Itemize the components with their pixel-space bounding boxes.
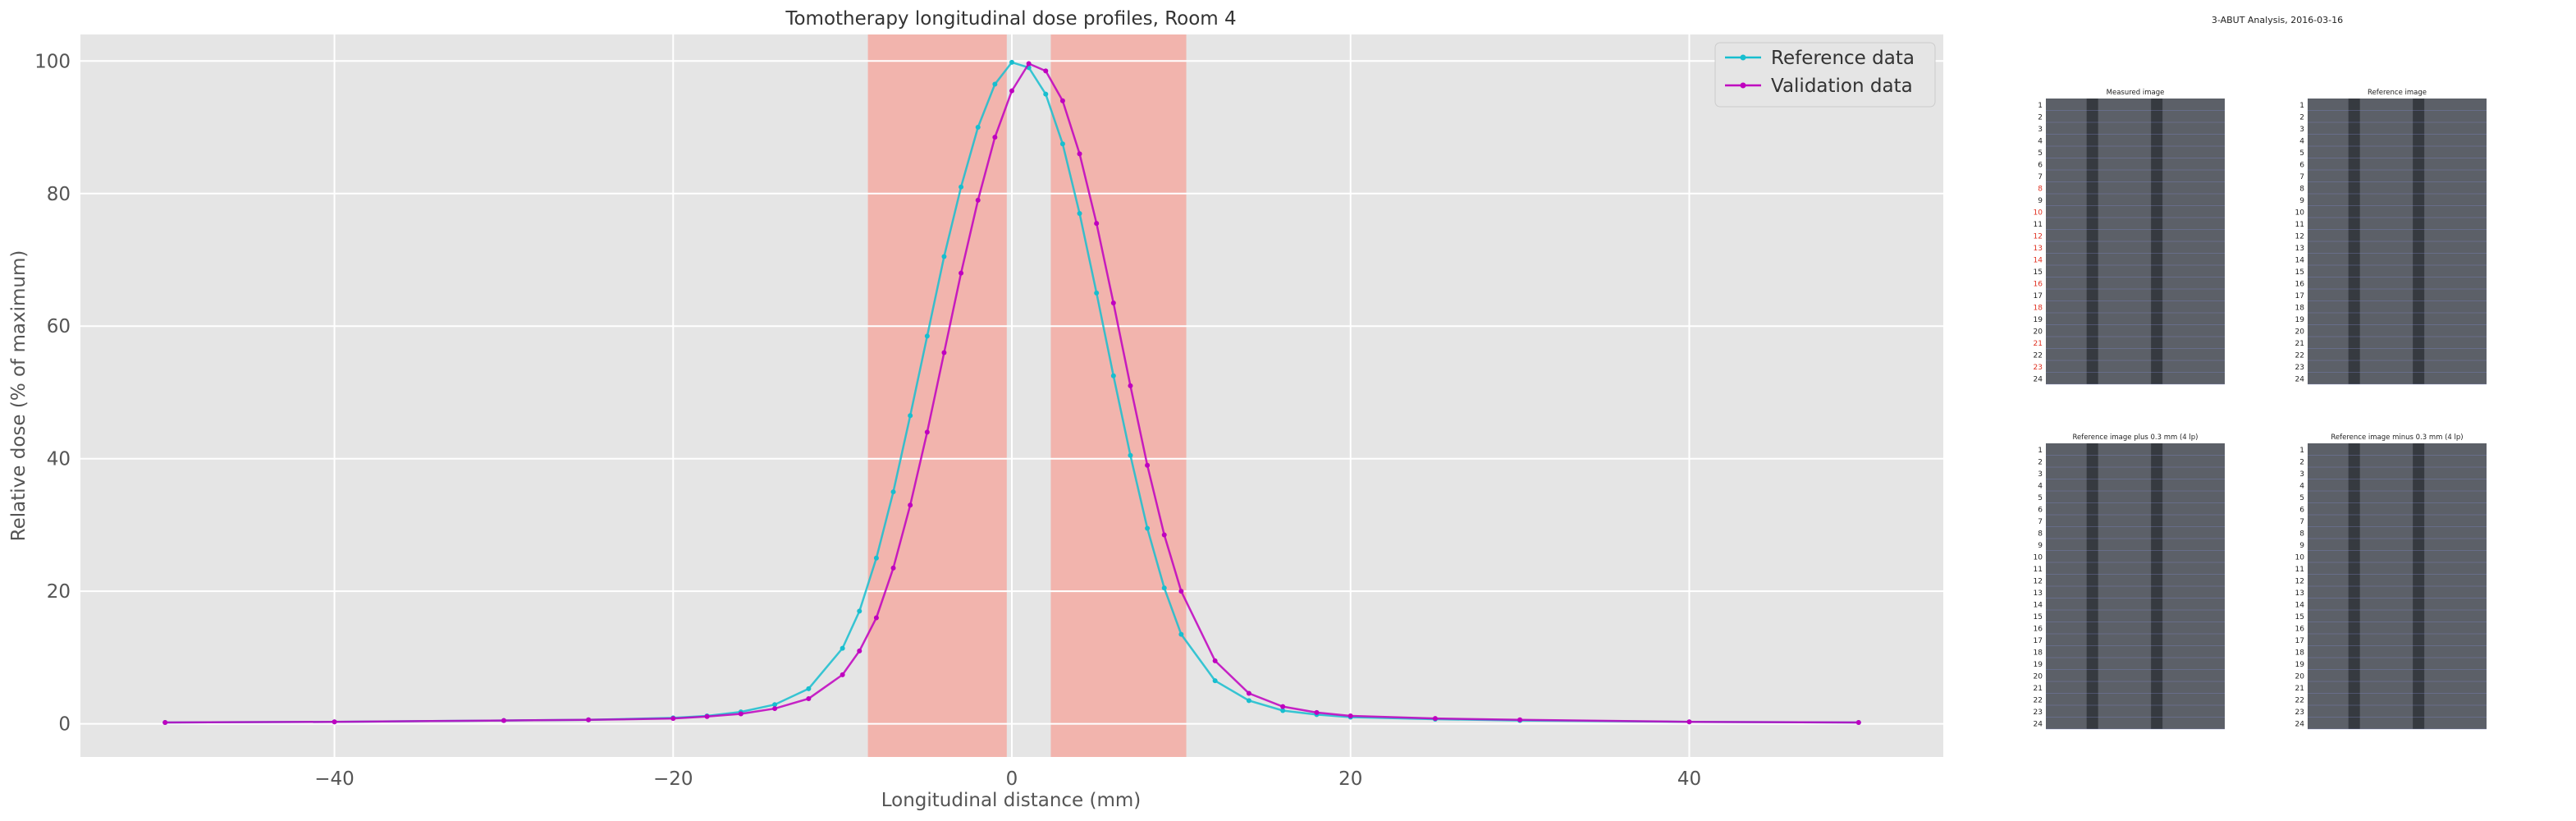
data-point xyxy=(1855,720,1861,726)
y-tick-label: 80 xyxy=(47,184,71,205)
data-point xyxy=(857,648,862,654)
data-point xyxy=(975,197,981,203)
data-point xyxy=(1110,373,1116,378)
shaded-region-1 xyxy=(867,34,1007,757)
data-point xyxy=(908,413,913,419)
data-point xyxy=(1145,525,1151,531)
x-tick-label: 40 xyxy=(1677,768,1701,790)
series-layer xyxy=(162,59,1861,726)
data-point xyxy=(941,350,947,355)
x-tick-label: −20 xyxy=(653,768,693,790)
data-point xyxy=(840,672,845,677)
data-point xyxy=(1009,59,1014,65)
data-point xyxy=(1094,221,1100,227)
tick-labels: −40 −20 0 20 40 0 20 40 60 80 100 xyxy=(34,51,1701,790)
data-point xyxy=(975,125,981,131)
data-point xyxy=(1043,68,1049,74)
data-point xyxy=(1043,91,1049,97)
data-point xyxy=(670,716,676,722)
grid-lines xyxy=(80,34,1943,757)
legend-label: Validation data xyxy=(1771,76,1913,97)
x-tick-label: 0 xyxy=(1006,768,1018,790)
data-point xyxy=(1212,658,1218,663)
data-point xyxy=(806,695,812,701)
data-point xyxy=(738,711,744,717)
y-axis-label: Relative dose (% of maximum) xyxy=(8,250,30,542)
data-point xyxy=(1246,690,1251,696)
data-point xyxy=(1059,141,1065,147)
legend-box xyxy=(1714,42,1936,108)
legend-marker xyxy=(1740,82,1746,89)
data-point xyxy=(1077,210,1082,216)
y-tick-label: 60 xyxy=(47,316,71,337)
data-point xyxy=(992,81,998,87)
x-tick-label: −40 xyxy=(314,768,355,790)
data-point xyxy=(908,502,913,508)
data-point xyxy=(924,429,930,435)
data-point xyxy=(772,702,778,708)
data-point xyxy=(1280,708,1286,713)
data-point xyxy=(586,717,592,722)
data-point xyxy=(772,706,778,712)
y-tick-label: 0 xyxy=(58,714,71,736)
data-point xyxy=(873,555,879,561)
y-tick-label: 40 xyxy=(47,449,71,470)
legend-label: Reference data xyxy=(1771,48,1915,69)
data-point xyxy=(1077,151,1082,157)
data-point xyxy=(1246,698,1251,704)
data-point xyxy=(924,333,930,339)
data-point xyxy=(1009,88,1014,94)
data-point xyxy=(1347,713,1353,718)
data-point xyxy=(1094,290,1100,296)
shaded-regions xyxy=(867,34,1187,757)
data-point xyxy=(1145,462,1151,468)
legend-marker xyxy=(1740,54,1746,61)
data-point xyxy=(332,719,337,725)
data-point xyxy=(1686,719,1692,725)
data-point xyxy=(873,615,879,621)
x-tick-label: 20 xyxy=(1338,768,1362,790)
data-point xyxy=(1517,717,1523,722)
data-point xyxy=(1432,716,1438,722)
data-point xyxy=(1110,300,1116,305)
legend: Reference data Validation data xyxy=(1714,42,1936,108)
data-point xyxy=(1161,532,1167,538)
data-point xyxy=(1161,585,1167,591)
data-point xyxy=(162,720,168,726)
data-point xyxy=(501,718,506,723)
y-tick-label: 20 xyxy=(47,581,71,603)
data-point xyxy=(1314,709,1320,715)
data-point xyxy=(941,254,947,259)
data-point xyxy=(992,135,998,140)
data-point xyxy=(1128,383,1133,388)
data-point xyxy=(857,608,862,614)
data-point xyxy=(1059,98,1065,103)
data-point xyxy=(1178,631,1184,637)
x-axis-label: Longitudinal distance (mm) xyxy=(881,790,1142,811)
data-point xyxy=(1128,452,1133,458)
data-point xyxy=(840,645,845,651)
data-point xyxy=(959,270,964,276)
data-point xyxy=(1026,61,1032,67)
data-point xyxy=(959,184,964,190)
y-tick-label: 100 xyxy=(34,51,71,72)
data-point xyxy=(806,686,812,691)
data-point xyxy=(890,565,896,571)
data-point xyxy=(1280,704,1286,709)
data-point xyxy=(1178,589,1184,594)
data-point xyxy=(890,489,896,495)
data-point xyxy=(704,713,710,719)
chart-title: Tomotherapy longitudinal dose profiles, … xyxy=(785,8,1236,30)
data-point xyxy=(1212,678,1218,684)
